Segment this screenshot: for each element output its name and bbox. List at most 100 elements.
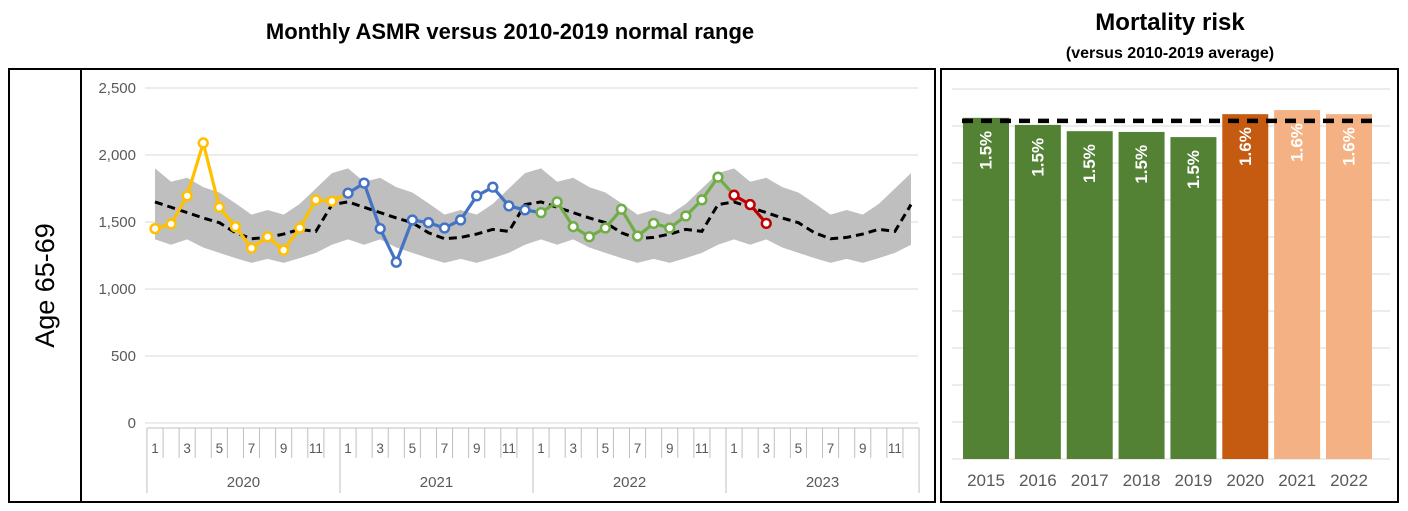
series-2022 <box>535 171 736 243</box>
data-point-marker <box>213 201 225 213</box>
bar-year-label: 2020 <box>1226 471 1264 490</box>
month-tick-label: 1 <box>730 441 738 456</box>
data-point-marker <box>326 195 338 207</box>
bar-2021 <box>1274 110 1321 459</box>
data-point-marker <box>454 214 467 226</box>
bar-2017 <box>1066 131 1113 459</box>
data-point-marker <box>310 194 322 206</box>
month-tick-label: 9 <box>666 441 674 456</box>
normal-range-band <box>155 168 911 263</box>
y-tick-label: 500 <box>111 348 136 365</box>
data-point-marker <box>294 222 306 234</box>
data-point-marker <box>278 244 290 256</box>
right-chart-subtitle: (versus 2010-2019 average) <box>1065 45 1275 62</box>
bar-value-label: 1.5% <box>1132 145 1151 184</box>
data-point-marker <box>535 206 547 219</box>
data-point-marker <box>519 204 531 216</box>
y-tick-label: 1,500 <box>98 214 136 231</box>
month-tick-label: 1 <box>344 441 352 456</box>
month-tick-label: 3 <box>376 441 384 456</box>
month-tick-label: 1 <box>537 441 545 456</box>
month-tick-label: 3 <box>569 441 577 456</box>
year-group-label: 2023 <box>806 474 839 491</box>
data-point-marker <box>583 231 595 243</box>
data-point-marker <box>229 221 242 233</box>
age-group-cell: Age 65-69 <box>10 70 82 501</box>
data-point-marker <box>696 194 708 206</box>
bar-value-label: 1.6% <box>1236 127 1255 166</box>
data-point-marker <box>181 190 193 202</box>
month-tick-label: 5 <box>795 441 803 456</box>
y-tick-label: 2,000 <box>98 147 136 164</box>
month-tick-label: 9 <box>280 441 288 456</box>
bar-value-label: 1.5% <box>977 131 996 170</box>
data-point-marker <box>245 242 258 254</box>
data-point-marker <box>680 210 692 222</box>
year-group-label: 2022 <box>613 474 646 491</box>
bar-value-label: 1.5% <box>1028 138 1047 177</box>
bar-year-label: 2016 <box>1019 471 1057 490</box>
bar-value-label: 1.5% <box>1184 150 1203 189</box>
month-tick-label: 5 <box>409 441 417 456</box>
month-tick-label: 1 <box>151 441 159 456</box>
data-point-marker <box>503 200 515 212</box>
data-point-marker <box>261 231 274 243</box>
bar-2015 <box>963 117 1009 460</box>
bar-2016 <box>1014 124 1061 459</box>
bar-year-label: 2017 <box>1071 471 1109 490</box>
bar-2019 <box>1170 137 1217 459</box>
data-point-marker <box>664 222 676 234</box>
series-2020 <box>149 137 349 256</box>
bar-value-label: 1.5% <box>1080 144 1099 183</box>
month-tick-label: 9 <box>473 441 481 456</box>
bar-year-label: 2022 <box>1330 471 1368 490</box>
bar-year-label: 2021 <box>1278 471 1316 490</box>
month-tick-label: 11 <box>502 441 516 456</box>
bar-value-label: 1.6% <box>1339 127 1358 166</box>
data-point-marker <box>374 223 386 235</box>
month-tick-label: 5 <box>216 441 224 456</box>
right-bar-chart: 1.5% 2015 1.5% 2016 1.5% 2017 1.5% 2018 1.5% 2019… <box>952 88 1390 490</box>
bar-year-label: 2019 <box>1175 471 1213 490</box>
data-point-marker <box>647 217 660 229</box>
bar-year-label: 2018 <box>1123 471 1161 490</box>
data-point-marker <box>422 217 435 229</box>
month-tick-label: 11 <box>695 441 709 456</box>
data-point-marker <box>438 222 451 234</box>
month-tick-label: 7 <box>634 441 642 456</box>
month-tick-label: 11 <box>888 441 902 456</box>
data-point-marker <box>471 190 483 202</box>
y-tick-label: 2,500 <box>98 80 136 97</box>
data-point-marker <box>728 189 740 201</box>
month-tick-label: 7 <box>827 441 835 456</box>
data-point-marker <box>760 217 772 229</box>
year-group-label: 2020 <box>227 474 260 491</box>
month-tick-label: 3 <box>762 441 770 456</box>
data-point-marker <box>744 198 756 211</box>
average-dashed-line <box>154 200 913 241</box>
month-tick-label: 3 <box>183 441 191 456</box>
data-point-marker <box>567 221 579 233</box>
data-point-marker <box>390 256 402 268</box>
month-tick-label: 9 <box>859 441 867 456</box>
data-point-marker <box>358 177 370 189</box>
data-point-marker <box>197 137 209 149</box>
month-tick-label: 11 <box>309 441 323 456</box>
y-tick-label: 1,000 <box>98 281 136 298</box>
month-tick-label: 7 <box>441 441 449 456</box>
data-point-marker <box>487 181 499 193</box>
data-point-marker <box>406 214 419 226</box>
data-point-marker <box>712 171 724 183</box>
data-point-marker <box>149 223 161 235</box>
bar-2020 <box>1222 114 1269 459</box>
bar-value-label: 1.6% <box>1288 123 1307 162</box>
year-group-label: 2021 <box>420 474 453 491</box>
data-point-marker <box>342 187 354 199</box>
month-tick-label: 7 <box>248 441 256 456</box>
bar-2018 <box>1118 131 1165 460</box>
series-2021 <box>342 177 542 268</box>
series-2023 <box>728 189 772 229</box>
data-point-marker <box>165 218 177 230</box>
